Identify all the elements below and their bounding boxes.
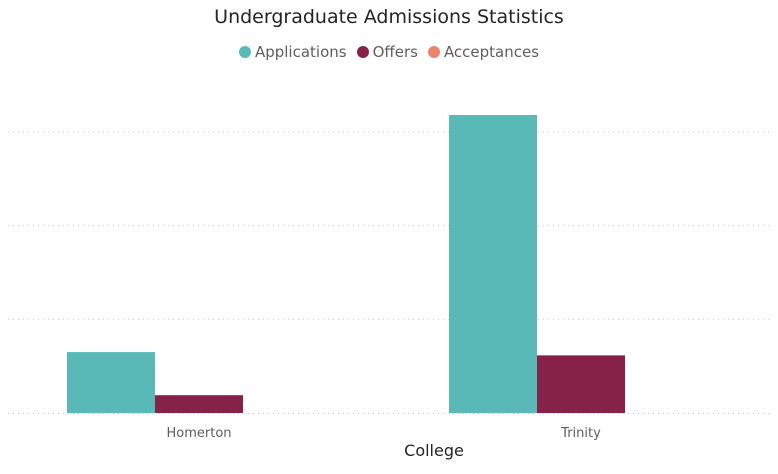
bar-offers-homerton[interactable] bbox=[155, 395, 243, 413]
legend-item-acceptances[interactable]: Acceptances bbox=[427, 43, 540, 61]
x-tick-label-homerton: Homerton bbox=[166, 426, 231, 441]
legend-label-applications: Applications bbox=[254, 43, 347, 61]
legend-marker-offers bbox=[356, 46, 369, 58]
legend-item-applications[interactable]: Applications bbox=[238, 43, 347, 61]
legend-label-offers: Offers bbox=[372, 43, 418, 61]
legend-marker-acceptances bbox=[427, 46, 440, 58]
legend-label-acceptances: Acceptances bbox=[443, 43, 540, 61]
bar-applications-homerton[interactable] bbox=[67, 352, 155, 413]
legend-item-offers[interactable]: Offers bbox=[356, 43, 418, 61]
bar-applications-trinity[interactable] bbox=[449, 114, 537, 413]
legend: Applications Offers Acceptances bbox=[0, 43, 778, 61]
legend-marker-applications bbox=[238, 46, 251, 58]
bar-offers-trinity[interactable] bbox=[537, 355, 625, 413]
chart-title: Undergraduate Admissions Statistics bbox=[214, 6, 564, 28]
x-tick-label-trinity: Trinity bbox=[560, 426, 601, 441]
